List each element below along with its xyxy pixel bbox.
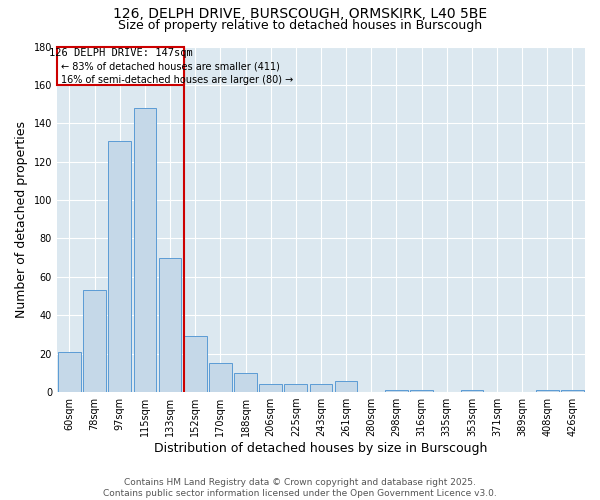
Text: ← 83% of detached houses are smaller (411): ← 83% of detached houses are smaller (41… <box>61 62 280 72</box>
Bar <box>83 290 106 392</box>
Bar <box>335 380 358 392</box>
Bar <box>58 352 81 392</box>
Y-axis label: Number of detached properties: Number of detached properties <box>15 121 28 318</box>
Bar <box>159 258 181 392</box>
Text: 126 DELPH DRIVE: 147sqm: 126 DELPH DRIVE: 147sqm <box>49 48 192 58</box>
Text: 16% of semi-detached houses are larger (80) →: 16% of semi-detached houses are larger (… <box>61 76 293 86</box>
Bar <box>536 390 559 392</box>
Bar <box>184 336 206 392</box>
Text: Size of property relative to detached houses in Burscough: Size of property relative to detached ho… <box>118 18 482 32</box>
Text: Contains HM Land Registry data © Crown copyright and database right 2025.
Contai: Contains HM Land Registry data © Crown c… <box>103 478 497 498</box>
X-axis label: Distribution of detached houses by size in Burscough: Distribution of detached houses by size … <box>154 442 488 455</box>
Bar <box>461 390 483 392</box>
Bar <box>561 390 584 392</box>
Bar <box>259 384 282 392</box>
Bar <box>410 390 433 392</box>
Bar <box>385 390 408 392</box>
Bar <box>209 364 232 392</box>
Bar <box>109 140 131 392</box>
Text: 126, DELPH DRIVE, BURSCOUGH, ORMSKIRK, L40 5BE: 126, DELPH DRIVE, BURSCOUGH, ORMSKIRK, L… <box>113 8 487 22</box>
Bar <box>234 373 257 392</box>
Bar <box>284 384 307 392</box>
Bar <box>310 384 332 392</box>
Bar <box>57 46 184 85</box>
Bar <box>134 108 156 392</box>
